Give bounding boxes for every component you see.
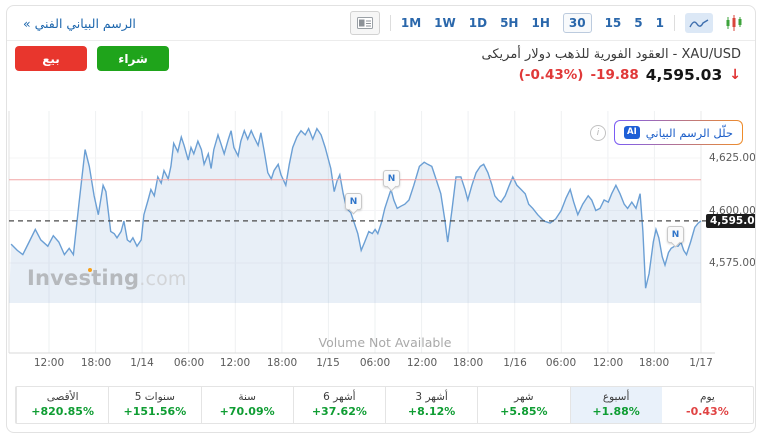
news-marker[interactable]: N <box>345 193 362 210</box>
perf-cell-down[interactable]: يوم -0.43% <box>662 387 753 423</box>
perf-change-value: +1.88% <box>592 405 640 418</box>
x-axis-tick-label: 18:00 <box>266 357 298 369</box>
ai-analyze-row: حلّل الرسم البياني AI i <box>590 120 743 145</box>
price-down-arrow-icon: ↓ <box>729 67 741 83</box>
x-axis-tick-label: 06:00 <box>545 357 577 369</box>
x-axis-tick-label: 18:00 <box>452 357 484 369</box>
x-axis-tick-label: 1/15 <box>316 357 340 369</box>
x-axis-tick-label: 06:00 <box>173 357 205 369</box>
x-axis-tick-label: 18:00 <box>638 357 670 369</box>
x-axis-tick-label: 1/14 <box>130 357 154 369</box>
investing-watermark: Investing.com <box>27 266 187 290</box>
y-axis-tick-label: 4,575.00 <box>709 257 756 269</box>
timeframe-group: 1M 1W 1D 5H 1H 30 15 5 1 <box>401 13 664 33</box>
perf-change-value: +151.56% <box>123 405 187 418</box>
timeframe-button-15[interactable]: 15 <box>604 16 622 30</box>
ai-analyze-button[interactable]: حلّل الرسم البياني AI <box>614 120 743 145</box>
perf-change-value: +5.85% <box>500 405 548 418</box>
candlestick-icon <box>726 15 742 31</box>
timeframe-button-1m[interactable]: 1M <box>400 16 422 30</box>
area-fill <box>9 128 701 303</box>
technical-chart-link[interactable]: الرسم البياني الفني » <box>23 15 136 31</box>
volume-note: Volume Not Available <box>318 335 452 350</box>
perf-change-value: -0.43% <box>686 405 729 418</box>
x-axis-tick-label: 1/17 <box>689 357 713 369</box>
perf-period-label: أسبوع <box>602 391 630 403</box>
x-axis-tick-label: 06:00 <box>359 357 391 369</box>
chart-widget-card: الرسم البياني الفني » 1M 1W 1D 5H 1H 30 15 5 1 <box>6 5 756 433</box>
watermark-orange-dot <box>88 268 92 272</box>
timeframe-button-1w[interactable]: 1W <box>434 16 456 30</box>
perf-change-value: +8.12% <box>407 405 456 418</box>
price-row: ↓ 4,595.03 -19.88 (-0.43%) <box>482 66 741 84</box>
instrument-title-block: XAU/USD - العقود الفورية للذهب دولار أمر… <box>482 47 741 84</box>
last-price: 4,595.03 <box>645 66 723 84</box>
chart-canvas <box>7 106 755 378</box>
trade-buttons: بيع شراء <box>15 46 169 71</box>
perf-cell-up[interactable]: شهر +5.85% <box>477 387 569 423</box>
x-axis-tick-label: 12:00 <box>219 357 251 369</box>
performance-table: يوم -0.43% أسبوع +1.88% شهر +5.85% 3 أشهر +8.12… <box>15 386 754 424</box>
instrument-title: XAU/USD - العقود الفورية للذهب دولار أمر… <box>481 47 741 62</box>
price-change: -19.88 <box>590 67 639 83</box>
news-marker[interactable]: N <box>667 226 684 243</box>
news-panel-icon <box>356 17 373 29</box>
area-chart-icon <box>689 19 709 28</box>
candlestick-chart-type-button[interactable] <box>723 13 745 33</box>
price-line <box>10 126 702 289</box>
perf-cell-up[interactable]: الأقصى +820.85% <box>16 387 108 423</box>
timeframe-button-1[interactable]: 1 <box>655 16 664 30</box>
ai-analyze-label: حلّل الرسم البياني <box>645 125 733 140</box>
timeframe-button-1d[interactable]: 1D <box>468 16 488 30</box>
price-change-percent: (-0.43%) <box>518 67 584 83</box>
info-icon[interactable]: i <box>590 124 607 141</box>
x-axis-tick-label: 12:00 <box>33 357 65 369</box>
perf-period-label: 6 أشهر <box>323 391 356 403</box>
x-axis-tick-label: 12:00 <box>406 357 438 369</box>
perf-period-label: يوم <box>699 391 715 403</box>
toolbar-separator <box>674 15 675 31</box>
perf-period-label: سنة <box>238 391 256 403</box>
perf-period-label: شهر <box>514 391 534 403</box>
price-chart[interactable]: Investing.com Volume Not Available 12:00… <box>7 106 756 374</box>
perf-cell-up[interactable]: 3 أشهر +8.12% <box>385 387 477 423</box>
instrument-header: XAU/USD - العقود الفورية للذهب دولار أمر… <box>7 41 755 143</box>
perf-cell-up[interactable]: 5 سنوات +151.56% <box>108 387 200 423</box>
timeframe-button-5[interactable]: 5 <box>634 16 643 30</box>
toolbar-icons: 1M 1W 1D 5H 1H 30 15 5 1 <box>349 11 745 35</box>
x-axis-tick-label: 12:00 <box>592 357 624 369</box>
sell-button[interactable]: بيع <box>15 46 87 71</box>
perf-change-value: +70.09% <box>219 405 275 418</box>
timeframe-button-5h[interactable]: 5H <box>500 16 519 30</box>
perf-period-label: 5 سنوات <box>134 391 175 403</box>
perf-period-label: 3 أشهر <box>415 391 448 403</box>
current-price-tag: 4,595.03 <box>706 214 755 228</box>
area-chart-type-button[interactable] <box>685 13 713 33</box>
buy-button[interactable]: شراء <box>97 46 169 71</box>
ai-badge: AI <box>624 126 640 139</box>
y-axis-tick-label: 4,625.00 <box>709 152 756 164</box>
x-axis-tick-label: 1/16 <box>503 357 527 369</box>
news-marker[interactable]: N <box>383 170 400 187</box>
perf-change-value: +37.62% <box>311 405 367 418</box>
timeframe-button-30[interactable]: 30 <box>562 13 592 33</box>
perf-cell-up[interactable]: سنة +70.09% <box>200 387 293 423</box>
chart-toolbar: الرسم البياني الفني » 1M 1W 1D 5H 1H 30 15 5 1 <box>7 6 755 41</box>
perf-period-label: الأقصى <box>46 391 79 403</box>
perf-cell-up[interactable]: أسبوع +1.88% <box>569 387 662 423</box>
perf-cell-up[interactable]: 6 أشهر +37.62% <box>292 387 385 423</box>
perf-change-value: +820.85% <box>31 405 94 418</box>
toolbar-separator <box>389 15 391 31</box>
x-axis-tick-label: 18:00 <box>80 357 112 369</box>
timeframe-button-1h[interactable]: 1H <box>531 16 550 30</box>
news-panel-button[interactable] <box>349 11 380 35</box>
